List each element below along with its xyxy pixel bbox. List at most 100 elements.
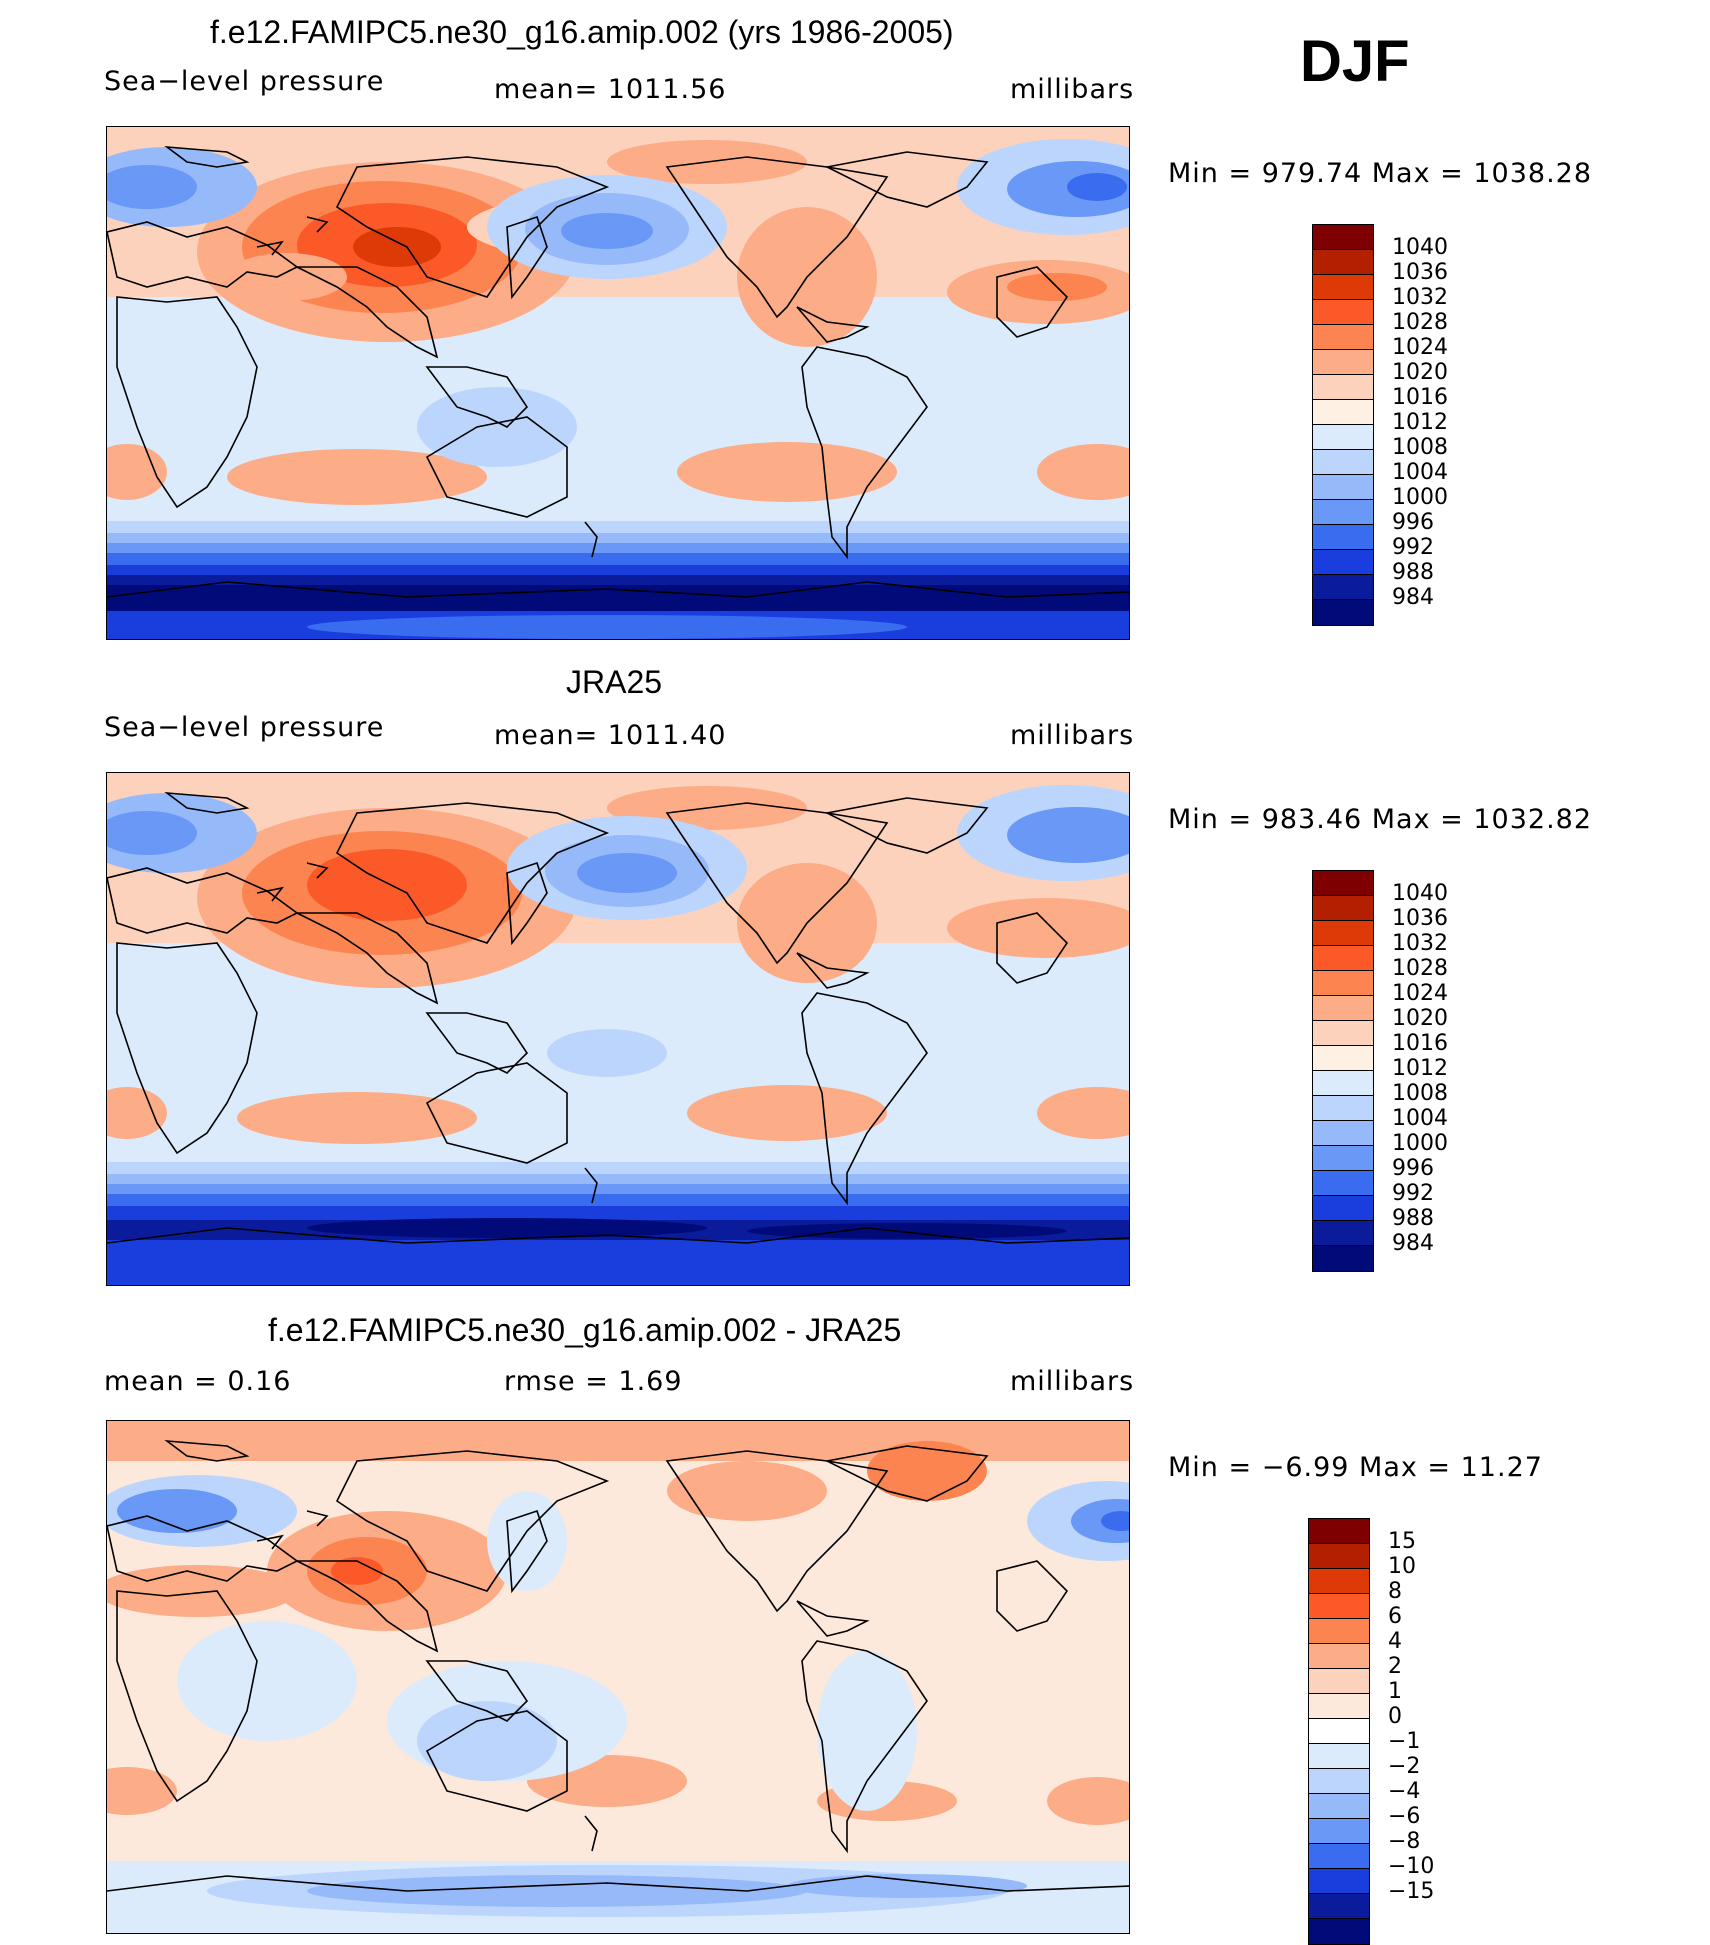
colorbar-tick-label: 1012: [1392, 410, 1448, 435]
colorbar-swatch: [1309, 1669, 1369, 1694]
colorbar-tick-label: 1028: [1392, 956, 1448, 981]
colorbar-tick-label: 1036: [1392, 260, 1448, 285]
colorbar-tick-label: 2: [1388, 1654, 1402, 1679]
colorbar-tick-label: 996: [1392, 1156, 1434, 1181]
colorbar-swatch: [1313, 575, 1373, 600]
colorbar-swatch: [1309, 1744, 1369, 1769]
colorbar-tick-label: 1036: [1392, 906, 1448, 931]
colorbar-swatch: [1313, 946, 1373, 971]
panel-1-title: f.e12.FAMIPC5.ne30_g16.amip.002 (yrs 198…: [210, 14, 954, 50]
panel-3-map: [106, 1420, 1130, 1934]
colorbar-swatch: [1313, 225, 1373, 250]
colorbar-tick-label: 1024: [1392, 335, 1448, 360]
panel-3-units-label: millibars: [1010, 1366, 1135, 1397]
colorbar-swatch: [1313, 996, 1373, 1021]
colorbar-swatch: [1309, 1594, 1369, 1619]
colorbar-swatch: [1313, 1246, 1373, 1271]
colorbar-tick-label: −2: [1388, 1754, 1421, 1779]
colorbar-tick-label: −15: [1388, 1879, 1435, 1904]
colorbar-swatch: [1313, 550, 1373, 575]
panel-3-title: f.e12.FAMIPC5.ne30_g16.amip.002 - JRA25: [268, 1312, 902, 1348]
colorbar-swatch: [1313, 250, 1373, 275]
colorbar-swatch: [1313, 500, 1373, 525]
panel-1-left-label: Sea−level pressure: [104, 66, 385, 97]
colorbar-swatch: [1313, 971, 1373, 996]
colorbar-tick-label: 1000: [1392, 485, 1448, 510]
panel-2-left-label: Sea−level pressure: [104, 712, 385, 743]
colorbar-tick-label: 4: [1388, 1629, 1402, 1654]
colorbar-tick-label: 1008: [1392, 435, 1448, 460]
coastlines: [107, 145, 1129, 598]
colorbar-swatch: [1313, 1221, 1373, 1246]
colorbar-tick-label: 1: [1388, 1679, 1402, 1704]
panel-3-rmse-label: rmse = 1.69: [504, 1366, 683, 1397]
colorbar-swatch: [1313, 425, 1373, 450]
panel-3-minmax: Min = −6.99 Max = 11.27: [1168, 1452, 1543, 1483]
colorbar-tick-label: 8: [1388, 1579, 1402, 1604]
colorbar-swatch: [1313, 921, 1373, 946]
colorbar-tick-label: 1008: [1392, 1081, 1448, 1106]
colorbar-swatch: [1309, 1844, 1369, 1869]
panel-2-map: [106, 772, 1130, 1286]
colorbar-tick-label: 992: [1392, 535, 1434, 560]
coastlines: [107, 791, 1129, 1244]
colorbar-swatch: [1309, 1919, 1369, 1944]
colorbar-tick-label: 6: [1388, 1604, 1402, 1629]
colorbar-swatch: [1313, 1046, 1373, 1071]
colorbar-swatch: [1309, 1694, 1369, 1719]
colorbar-tick-label: 1032: [1392, 931, 1448, 956]
colorbar-tick-label: 988: [1392, 560, 1434, 585]
colorbar-swatch: [1313, 1096, 1373, 1121]
colorbar-tick-label: −8: [1388, 1829, 1421, 1854]
panel-1-colorbar: [1312, 224, 1374, 626]
colorbar-swatch: [1313, 1171, 1373, 1196]
colorbar-tick-label: 996: [1392, 510, 1434, 535]
colorbar-tick-label: 1016: [1392, 385, 1448, 410]
colorbar-swatch: [1309, 1569, 1369, 1594]
panel-2-title: JRA25: [566, 664, 663, 700]
panel-1-units-label: millibars: [1010, 74, 1135, 105]
colorbar-swatch: [1313, 896, 1373, 921]
colorbar-tick-label: 988: [1392, 1206, 1434, 1231]
colorbar-tick-label: 984: [1392, 1231, 1434, 1256]
colorbar-tick-label: 1040: [1392, 881, 1448, 906]
colorbar-tick-label: 984: [1392, 585, 1434, 610]
colorbar-swatch: [1309, 1894, 1369, 1919]
colorbar-swatch: [1313, 600, 1373, 625]
colorbar-swatch: [1313, 1196, 1373, 1221]
colorbar-tick-label: −10: [1388, 1854, 1435, 1879]
colorbar-tick-label: 1020: [1392, 360, 1448, 385]
colorbar-swatch: [1313, 400, 1373, 425]
panel-1-map: [106, 126, 1130, 640]
colorbar-swatch: [1313, 1146, 1373, 1171]
colorbar-tick-label: 1032: [1392, 285, 1448, 310]
colorbar-tick-label: −6: [1388, 1804, 1421, 1829]
colorbar-swatch: [1309, 1619, 1369, 1644]
colorbar-tick-label: 1040: [1392, 235, 1448, 260]
panel-2-colorbar: [1312, 870, 1374, 1272]
panel-1-minmax: Min = 979.74 Max = 1038.28: [1168, 158, 1593, 189]
panel-1-mean-label: mean= 1011.56: [494, 74, 727, 105]
colorbar-tick-label: 0: [1388, 1704, 1402, 1729]
colorbar-tick-label: 1012: [1392, 1056, 1448, 1081]
colorbar-swatch: [1313, 350, 1373, 375]
colorbar-swatch: [1313, 871, 1373, 896]
colorbar-tick-label: −4: [1388, 1779, 1421, 1804]
panel-2-mean-label: mean= 1011.40: [494, 720, 727, 751]
colorbar-tick-label: 1028: [1392, 310, 1448, 335]
colorbar-swatch: [1313, 450, 1373, 475]
colorbar-swatch: [1309, 1519, 1369, 1544]
colorbar-tick-label: 1016: [1392, 1031, 1448, 1056]
panel-3-colorbar: [1308, 1518, 1370, 1945]
colorbar-tick-label: 1004: [1392, 1106, 1448, 1131]
colorbar-swatch: [1313, 1071, 1373, 1096]
colorbar-swatch: [1313, 1021, 1373, 1046]
colorbar-swatch: [1309, 1544, 1369, 1569]
colorbar-tick-label: 1024: [1392, 981, 1448, 1006]
colorbar-swatch: [1313, 275, 1373, 300]
colorbar-swatch: [1309, 1869, 1369, 1894]
season-label: DJF: [1300, 29, 1410, 94]
colorbar-swatch: [1309, 1644, 1369, 1669]
colorbar-tick-label: 1004: [1392, 460, 1448, 485]
colorbar-swatch: [1313, 325, 1373, 350]
